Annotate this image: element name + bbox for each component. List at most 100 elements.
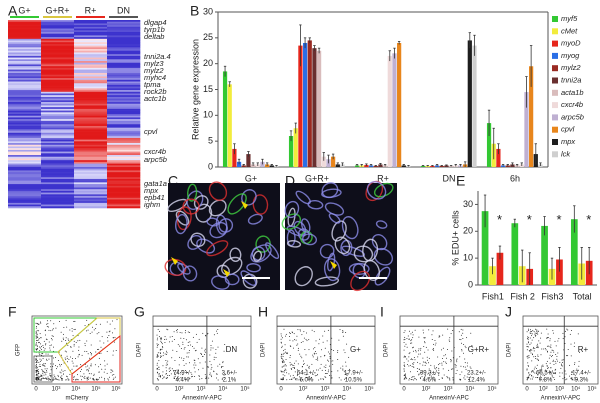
event-dot [535,358,537,360]
event-dot [429,375,431,377]
event-dot [570,343,572,345]
heatmap-cell [8,47,42,50]
heatmap-cell [107,50,141,53]
heatmap-cell [107,110,141,113]
event-dot [531,378,533,380]
heatmap-cell [8,131,42,134]
event-dot [204,350,206,352]
event-dot [74,357,76,359]
heatmap-cell [107,55,141,58]
event-dot [405,373,407,375]
heatmap-cell [8,86,42,89]
significance: * [557,212,562,227]
heatmap-cell [74,187,108,190]
event-dot [43,374,45,376]
event-dot [283,328,285,330]
event-dot [156,343,158,345]
event-dot [558,338,560,340]
event-dot [90,365,92,367]
event-dot [114,336,116,338]
event-dot [35,332,37,334]
event-dot [294,362,296,364]
event-dot [322,335,324,337]
event-dot [43,371,45,373]
event-dot [81,354,83,356]
event-dot [197,358,199,360]
heatmap-cell [41,184,75,187]
event-dot [193,367,195,369]
event-dot [167,360,169,362]
event-dot [537,355,539,357]
heatmap-cell [74,177,108,180]
event-dot [428,357,430,359]
event-dot [546,350,548,352]
heatmap-cell [107,184,141,187]
event-dot [36,339,38,341]
heatmap-cell [8,28,42,31]
panel-label: A [8,3,18,19]
event-dot [282,379,284,381]
event-dot [282,353,284,355]
event-dot [460,334,462,336]
event-dot [77,356,79,358]
event-dot [156,353,158,355]
heatmap-cell [41,168,75,171]
event-dot [462,329,464,331]
legend-swatch [552,151,558,158]
event-dot [536,358,538,360]
heatmap-cell [41,81,75,84]
heatmap-cell [8,153,42,156]
heatmap-cell [107,151,141,154]
event-dot [210,368,212,370]
heatmap-cell [41,151,75,154]
event-dot [178,377,180,379]
heatmap-column-label: G+R+ [45,5,69,15]
event-dot [283,350,285,352]
heatmap-cell [41,26,75,29]
event-dot [531,339,533,341]
event-dot [469,366,471,368]
event-dot [45,329,47,331]
event-dot [338,339,340,341]
event-dot [35,367,37,369]
heatmap-cell [8,120,42,123]
panel-label: G [134,304,145,320]
event-dot [210,364,212,366]
heatmap-cell [74,93,108,96]
event-dot [188,376,190,378]
heatmap-cell [74,136,108,139]
event-dot [577,333,579,335]
x-tick-label: 10⁵ [240,386,250,393]
event-dot [417,350,419,352]
event-dot [538,379,540,381]
cell-outline [300,218,311,234]
heatmap-cell [107,148,141,151]
x-tick-label: 0 [402,387,406,393]
heatmap-cell [8,31,42,34]
event-dot [557,352,559,354]
event-dot [424,342,426,344]
event-dot [213,334,215,336]
event-dot [211,340,213,342]
event-dot [158,336,160,338]
event-dot [35,371,37,373]
event-dot [47,353,49,355]
event-dot [530,332,532,334]
event-dot [565,330,567,332]
event-dot [67,338,69,340]
event-dot [550,372,552,374]
event-dot [70,356,72,358]
event-dot [302,363,304,365]
event-dot [452,379,454,381]
event-dot [314,351,316,353]
event-dot [561,372,563,374]
event-dot [36,348,38,350]
event-dot [537,345,539,347]
heatmap-cell [41,161,75,164]
event-dot [325,369,327,371]
event-dot [162,371,164,373]
event-dot [78,353,80,355]
event-dot [156,371,158,373]
event-dot [555,368,557,370]
event-dot [43,346,45,348]
